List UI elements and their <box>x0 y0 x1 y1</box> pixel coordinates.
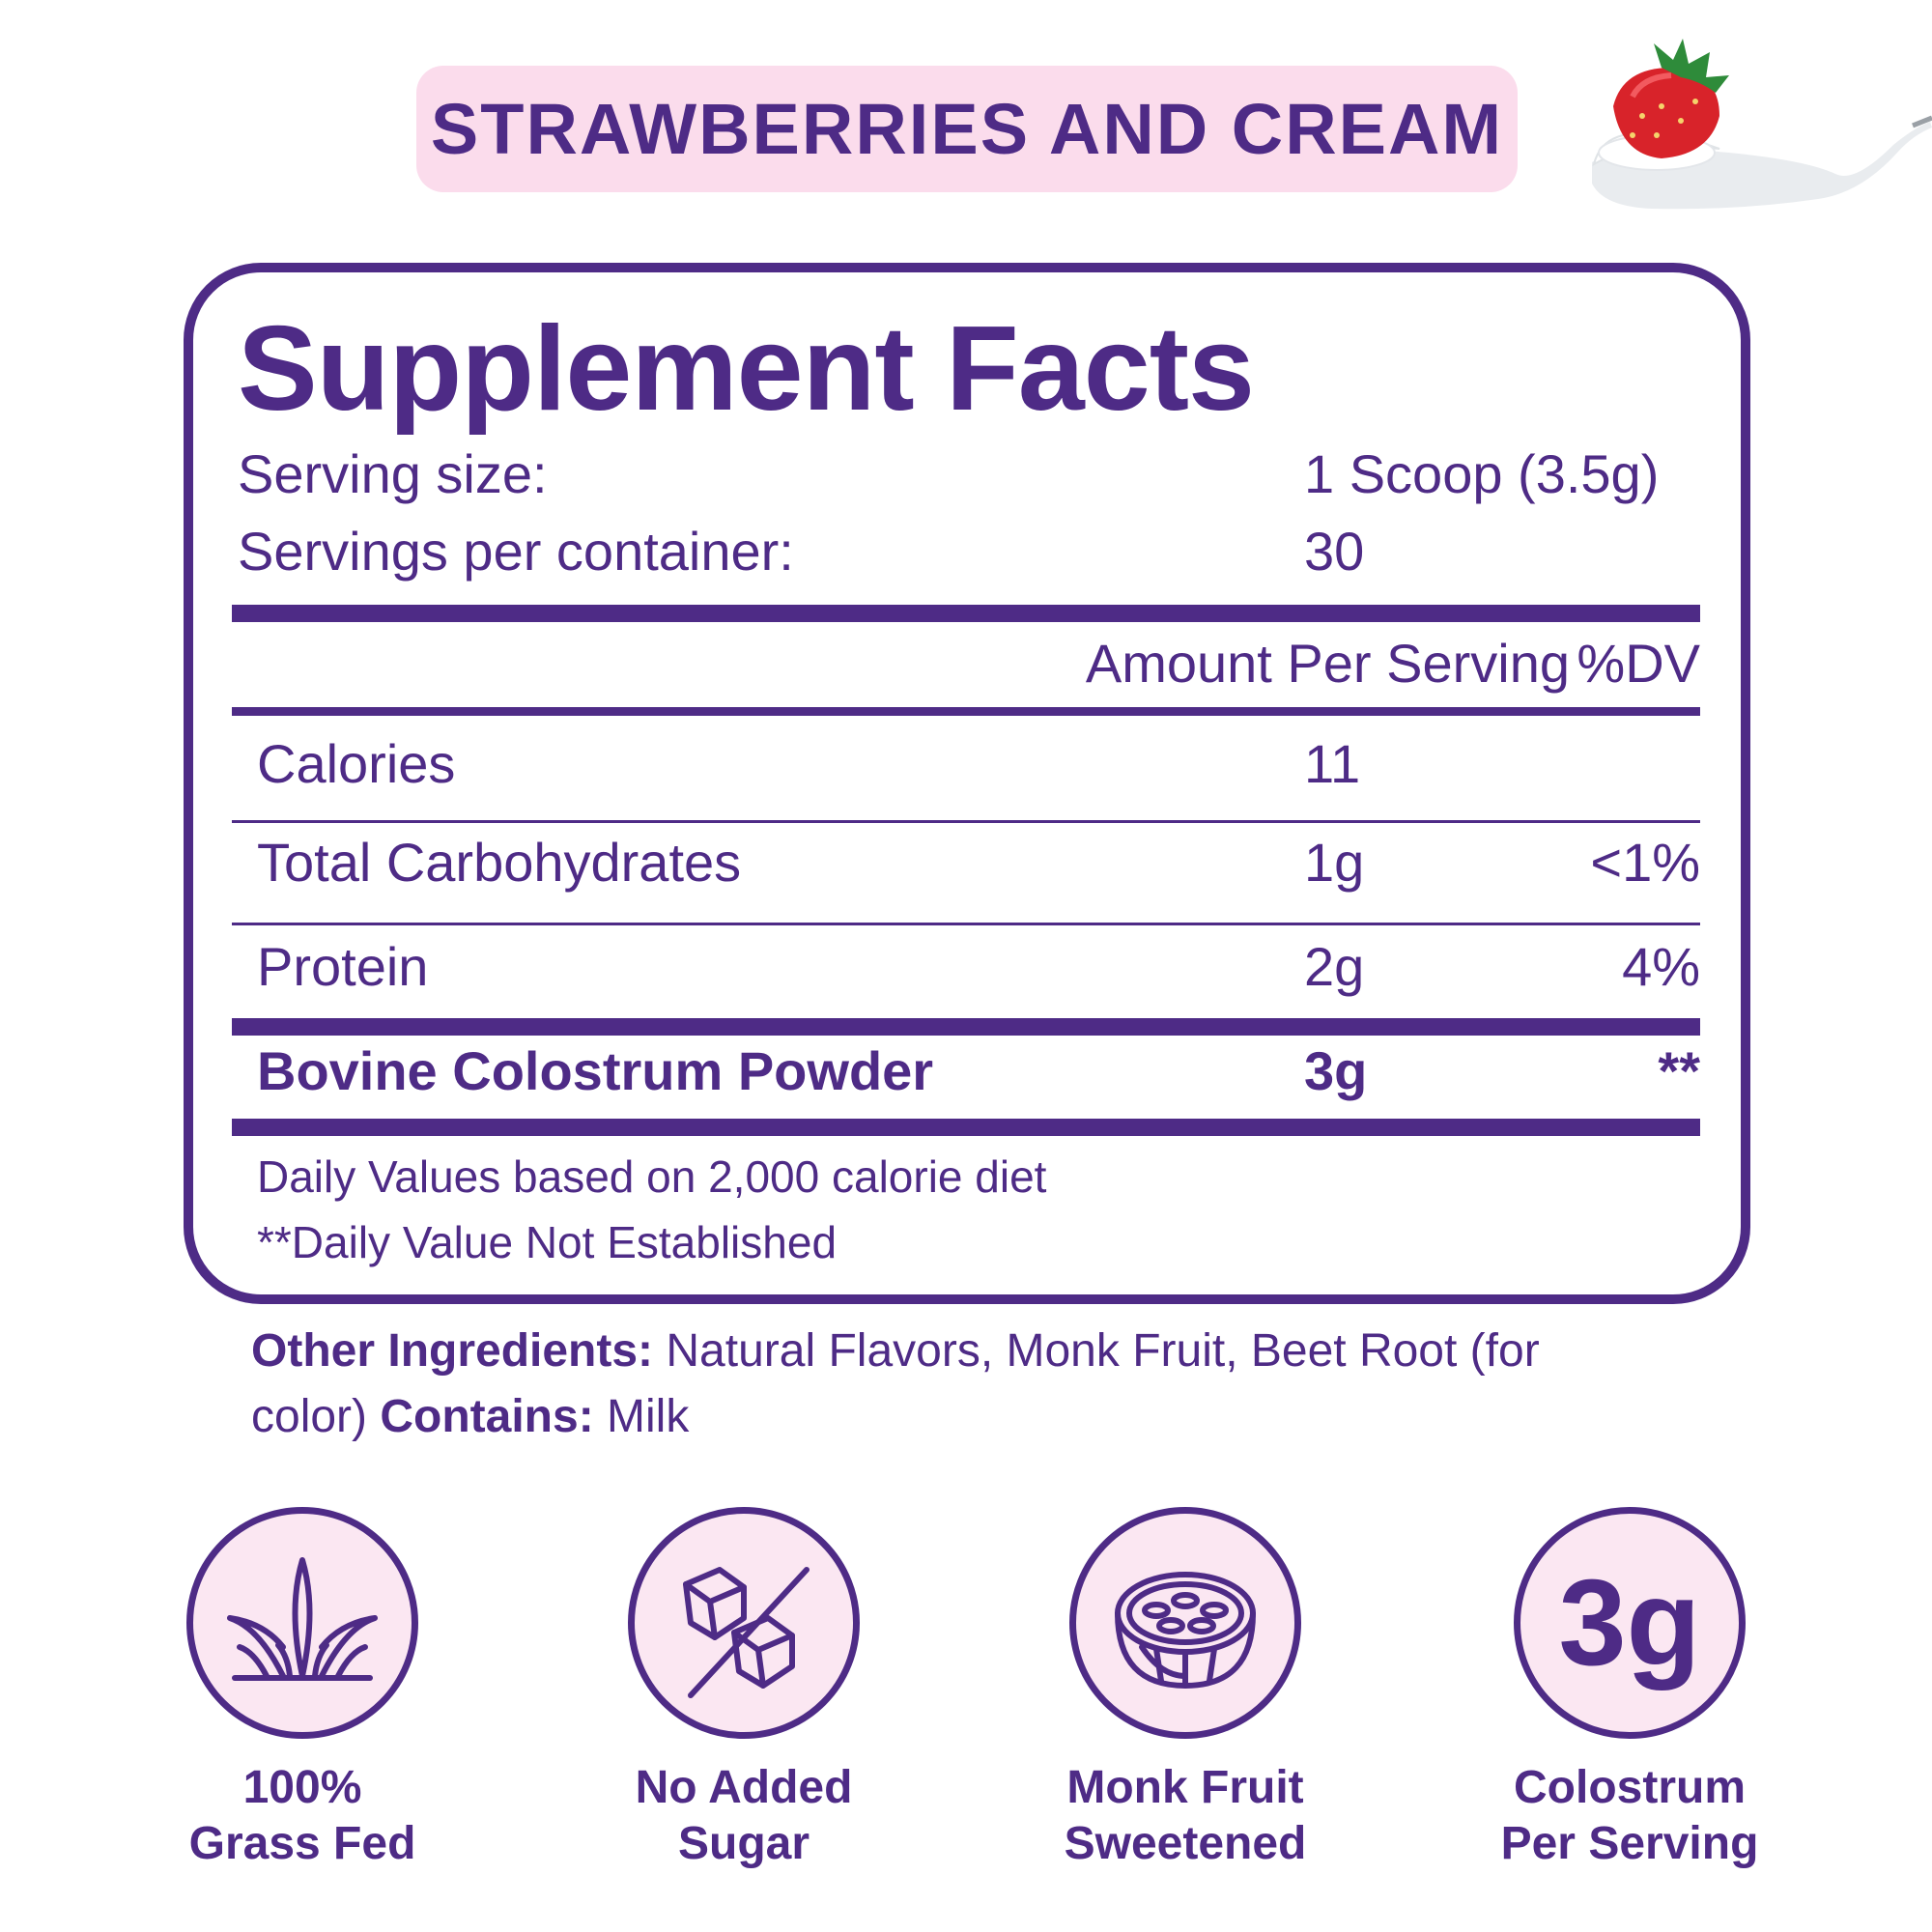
other-ingredients: Other Ingredients: Natural Flavors, Monk… <box>251 1319 1642 1450</box>
badge-line-1: Monk Fruit <box>1066 1762 1304 1813</box>
serving-size-value: 1 Scoop (3.5g) <box>1304 443 1660 504</box>
thick-divider <box>232 605 1700 622</box>
nutrient-name: Protein <box>257 936 429 997</box>
dv-header: %DV <box>1577 633 1700 694</box>
amount-per-serving-header: Amount Per Serving <box>1085 633 1570 694</box>
nutrient-name: Total Carbohydrates <box>257 832 742 893</box>
flavor-name: STRAWBERRIES AND CREAM <box>430 89 1504 169</box>
badge-line-2: Sweetened <box>1064 1818 1307 1869</box>
nutrient-name: Calories <box>257 733 456 794</box>
badge-label: Colostrum Per Serving <box>1456 1760 1804 1872</box>
other-ingredients-label: Other Ingredients: <box>251 1325 654 1377</box>
serving-size-label: Serving size: <box>238 443 548 504</box>
other-ingredients-text: Natural Flavors, Monk Fruit, Beet Root (… <box>251 1325 1540 1442</box>
colostrum-amount-badge: 3g <box>1558 1554 1701 1690</box>
supplement-facts-panel: Supplement Facts Serving size: 1 Scoop (… <box>184 263 1750 1304</box>
badge-line-1: No Added <box>635 1762 853 1813</box>
nutrient-dv: <1% <box>1590 832 1700 893</box>
strawberry-spoon-icon <box>1592 39 1932 210</box>
contains-text: Milk <box>593 1391 690 1442</box>
thick-divider <box>232 1119 1700 1136</box>
badge-line-1: Colostrum <box>1514 1762 1746 1813</box>
divider <box>232 707 1700 716</box>
nutrient-amount: 11 <box>1304 733 1361 794</box>
badge-line-1: 100% <box>242 1762 362 1813</box>
thick-divider <box>232 1018 1700 1036</box>
nutrient-amount: 1g <box>1304 832 1365 893</box>
badge-line-2: Per Serving <box>1500 1818 1759 1869</box>
badge-grass-fed: 100% Grass Fed <box>128 1507 476 1872</box>
badge-line-2: Sugar <box>677 1818 810 1869</box>
servings-per-container-value: 30 <box>1304 521 1365 582</box>
footnote-daily-values: Daily Values based on 2,000 calorie diet <box>257 1151 1047 1202</box>
thin-divider <box>232 820 1700 823</box>
badge-circle <box>1069 1507 1301 1739</box>
colostrum-dv: ** <box>1658 1040 1700 1101</box>
nutrient-amount: 2g <box>1304 936 1365 997</box>
badge-monk-fruit: Monk Fruit Sweetened <box>1011 1507 1359 1872</box>
servings-per-container-label: Servings per container: <box>238 521 794 582</box>
badge-circle <box>628 1507 860 1739</box>
badge-label: No Added Sugar <box>570 1760 918 1872</box>
monk-fruit-icon <box>1115 1572 1256 1689</box>
contains-label: Contains: <box>380 1391 594 1442</box>
grass-icon <box>227 1557 378 1681</box>
badge-label: Monk Fruit Sweetened <box>1011 1760 1359 1872</box>
badge-label: 100% Grass Fed <box>128 1760 476 1872</box>
badge-circle: 3g <box>1514 1507 1746 1739</box>
colostrum-amount: 3g <box>1304 1040 1368 1101</box>
sugar-cubes-crossed-icon <box>683 1567 810 1698</box>
footnote-not-established: **Daily Value Not Established <box>257 1217 838 1267</box>
thin-divider <box>232 923 1700 925</box>
badge-circle <box>186 1507 418 1739</box>
nutrient-dv: 4% <box>1622 936 1700 997</box>
facts-title: Supplement Facts <box>238 302 1255 436</box>
badge-no-added-sugar: No Added Sugar <box>570 1507 918 1872</box>
flavor-banner: STRAWBERRIES AND CREAM <box>416 66 1518 192</box>
badge-line-2: Grass Fed <box>188 1818 416 1869</box>
colostrum-name: Bovine Colostrum Powder <box>257 1040 934 1101</box>
badge-colostrum-per-serving: 3g Colostrum Per Serving <box>1456 1507 1804 1872</box>
